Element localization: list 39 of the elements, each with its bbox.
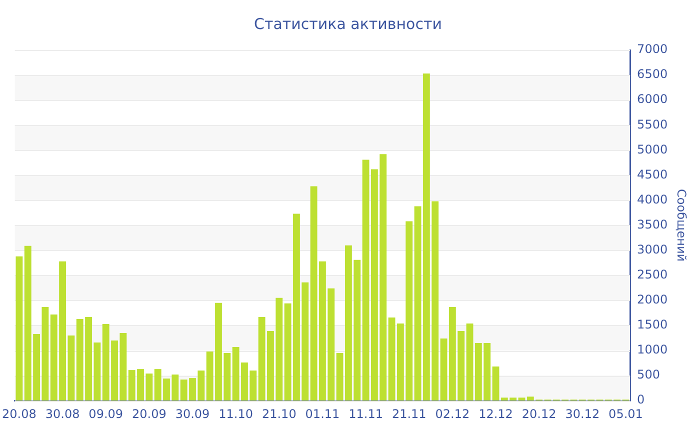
bar <box>466 323 474 401</box>
y-tick-label: 3500 <box>637 217 668 232</box>
bar <box>492 366 500 401</box>
x-tick-label: 11.10 <box>218 406 253 421</box>
y-tick-label: 4500 <box>637 167 668 182</box>
y-tick-label: 1500 <box>637 318 668 332</box>
x-tick-label: 09.09 <box>88 406 124 421</box>
y-tick-label: 6500 <box>637 67 668 82</box>
y-axis-title: Сообщений <box>674 189 689 262</box>
y-tick-label: 0 <box>637 392 645 407</box>
x-tick-label: 30.08 <box>45 406 80 421</box>
x-tick-label: 20.12 <box>522 406 556 421</box>
x-tick-label: 01.11 <box>305 406 340 421</box>
y-tick-label: 500 <box>637 368 660 382</box>
bar <box>388 317 396 401</box>
chart-title: Статистика активности <box>254 14 442 33</box>
x-tick-label: 20.08 <box>2 406 36 421</box>
y-tick-label: 2500 <box>637 268 668 282</box>
y-tick-label: 4000 <box>637 192 668 206</box>
x-tick-label: 30.12 <box>565 406 600 421</box>
y-tick-label: 7000 <box>637 42 668 56</box>
x-tick-label: 20.09 <box>132 406 166 421</box>
y-tick-label: 1000 <box>637 342 668 357</box>
x-tick-label: 12.12 <box>478 406 513 421</box>
y-tick-label: 3000 <box>637 242 668 256</box>
y-tick-label: 5000 <box>637 142 668 156</box>
x-tick-label: 02.12 <box>435 406 470 421</box>
bar <box>440 338 448 401</box>
x-tick-label: 21.10 <box>262 406 296 421</box>
x-tick-label: 11.11 <box>348 406 383 421</box>
bar <box>414 206 422 401</box>
x-tick-label: 30.09 <box>175 406 210 421</box>
bar <box>16 256 23 401</box>
bar <box>518 398 526 401</box>
y-tick-label: 2000 <box>637 292 668 307</box>
y-tick-label: 6000 <box>637 92 668 106</box>
x-tick-label: 21.11 <box>392 406 426 421</box>
x-tick-label: 05.01 <box>608 406 643 421</box>
y-tick-label: 5500 <box>637 117 668 132</box>
